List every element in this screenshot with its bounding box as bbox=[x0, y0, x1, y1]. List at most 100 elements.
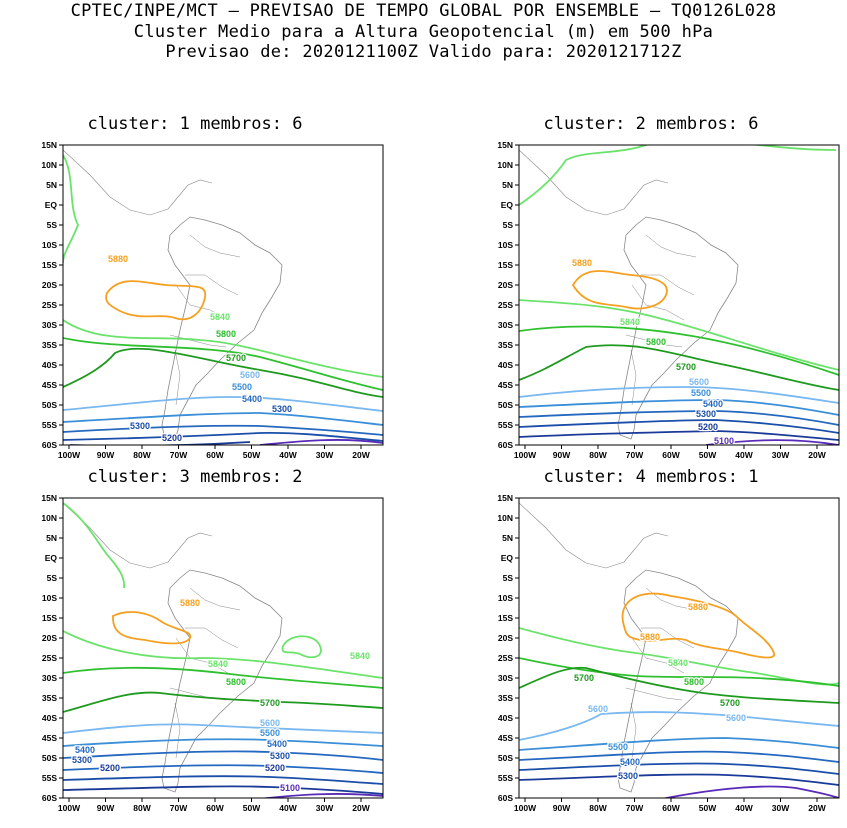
lon-tick-label: 40W bbox=[279, 450, 297, 460]
lon-tick-label: 30W bbox=[772, 450, 790, 460]
contour-label: 5300 bbox=[72, 755, 92, 765]
contour-line bbox=[63, 424, 383, 436]
contour-label: 5840 bbox=[668, 658, 688, 668]
contour-line bbox=[63, 630, 383, 679]
contour-line bbox=[63, 723, 383, 734]
contour-line bbox=[519, 737, 839, 751]
contour-label: 5700 bbox=[260, 698, 280, 708]
contour-label: 5840 bbox=[350, 651, 370, 661]
lat-tick-label: 55S bbox=[42, 773, 57, 783]
contour-line bbox=[105, 280, 207, 321]
contour-line bbox=[63, 412, 383, 426]
contour-line bbox=[259, 793, 383, 798]
lat-tick-label: 35S bbox=[42, 340, 57, 350]
country-border bbox=[174, 349, 181, 406]
country-border bbox=[189, 234, 241, 258]
coastline-central-america bbox=[63, 149, 213, 216]
contour-line bbox=[705, 439, 839, 445]
lon-tick-label: 60W bbox=[662, 803, 680, 813]
contour-label: 5300 bbox=[696, 409, 716, 419]
lon-tick-label: 100W bbox=[514, 450, 537, 460]
lon-tick-label: 40W bbox=[279, 803, 297, 813]
contour-line bbox=[281, 635, 322, 659]
map-layer: 5880584058405800570056005500540054005300… bbox=[63, 502, 383, 798]
lat-tick-label: 60S bbox=[498, 440, 513, 450]
coastline-central-america bbox=[519, 149, 669, 216]
country-border bbox=[625, 334, 683, 348]
lat-tick-label: 10S bbox=[498, 593, 513, 603]
lat-tick-label: 55S bbox=[498, 773, 513, 783]
lat-tick-label: 5S bbox=[47, 220, 58, 230]
lon-tick-label: 50W bbox=[243, 450, 261, 460]
lat-tick-label: EQ bbox=[501, 200, 514, 210]
country-border bbox=[641, 627, 695, 649]
contour-label: 5880 bbox=[572, 258, 592, 268]
contour-label: 5700 bbox=[720, 698, 740, 708]
contour-line bbox=[63, 396, 383, 412]
map-panel-cluster-1: cluster: 1 membros: 6 5880 5840 5800 5700 56… bbox=[0, 113, 390, 473]
contour-line bbox=[519, 750, 839, 763]
contour-line bbox=[63, 666, 383, 689]
lat-tick-label: 50S bbox=[498, 400, 513, 410]
map-panel-cluster-3: cluster: 3 membros: 2 5880 5840 5840 5800 57… bbox=[0, 466, 390, 826]
lat-tick-label: 10N bbox=[41, 513, 57, 523]
contour-line bbox=[63, 691, 383, 713]
lon-tick-label: 90W bbox=[553, 450, 571, 460]
lat-tick-label: 25S bbox=[42, 653, 57, 663]
contour-line bbox=[519, 399, 839, 416]
contour-line bbox=[621, 592, 775, 659]
lat-tick-label: 35S bbox=[498, 340, 513, 350]
lat-tick-label: 40S bbox=[42, 713, 57, 723]
country-border bbox=[169, 334, 227, 348]
lat-tick-label: 10N bbox=[41, 160, 57, 170]
lat-tick-label: 10N bbox=[497, 513, 513, 523]
country-border bbox=[641, 274, 695, 296]
contour-label: 5500 bbox=[691, 388, 711, 398]
contour-line bbox=[519, 419, 839, 434]
lon-tick-label: 50W bbox=[243, 803, 261, 813]
lon-tick-label: 100W bbox=[58, 803, 81, 813]
contour-label: 5400 bbox=[242, 394, 262, 404]
contour-label: 5600 bbox=[726, 713, 746, 723]
contour-label: 5400 bbox=[75, 745, 95, 755]
contour-label: 5200 bbox=[265, 763, 285, 773]
plot-frame bbox=[62, 144, 384, 446]
lat-tick-label: 5N bbox=[46, 180, 57, 190]
lat-tick-label: 50S bbox=[498, 753, 513, 763]
lon-tick-label: 90W bbox=[97, 450, 115, 460]
panel-title: cluster: 1 membros: 6 bbox=[87, 114, 303, 134]
lat-tick-label: 40S bbox=[498, 713, 513, 723]
contour-line bbox=[63, 337, 383, 391]
map-panel-cluster-4: cluster: 4 membros: 1 5880 5880 5840 5800 57… bbox=[456, 466, 846, 826]
contour-label: 5840 bbox=[620, 317, 640, 327]
lon-tick-label: 30W bbox=[772, 803, 790, 813]
contour-label: 5200 bbox=[100, 763, 120, 773]
plot-area bbox=[63, 145, 383, 445]
lat-tick-label: 5N bbox=[46, 533, 57, 543]
contour-line bbox=[519, 145, 837, 206]
lat-tick-label: 25S bbox=[498, 653, 513, 663]
coastline-central-america bbox=[63, 502, 213, 569]
contour-line bbox=[112, 611, 192, 645]
contour-label: 5880 bbox=[640, 632, 660, 642]
lat-tick-label: 15S bbox=[42, 260, 57, 270]
lon-tick-label: 80W bbox=[133, 450, 151, 460]
lon-tick-label: 50W bbox=[699, 450, 717, 460]
lon-tick-label: 80W bbox=[589, 450, 607, 460]
contour-label: 5880 bbox=[180, 598, 200, 608]
country-border bbox=[645, 234, 697, 258]
contour-line bbox=[519, 386, 839, 404]
contour-label: 5300 bbox=[130, 421, 150, 431]
lon-tick-label: 70W bbox=[626, 803, 644, 813]
country-border bbox=[175, 284, 229, 321]
lon-tick-label: 30W bbox=[316, 803, 334, 813]
contour-line bbox=[63, 431, 383, 442]
contour-label: 5300 bbox=[272, 404, 292, 414]
contour-line bbox=[63, 775, 383, 785]
contour-label: 5400 bbox=[620, 757, 640, 767]
lon-tick-label: 80W bbox=[589, 803, 607, 813]
contour-line bbox=[519, 344, 839, 391]
contour-line bbox=[63, 785, 383, 795]
lon-tick-label: 20W bbox=[808, 803, 826, 813]
contour-label: 5800 bbox=[646, 337, 666, 347]
